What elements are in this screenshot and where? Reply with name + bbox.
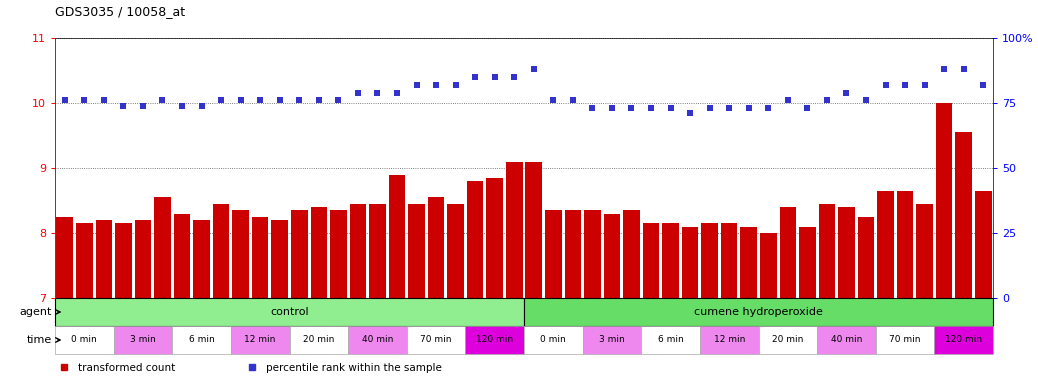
Bar [348, 326, 407, 354]
Bar [662, 223, 679, 384]
Bar [55, 298, 524, 326]
Bar [838, 207, 854, 384]
Text: 6 min: 6 min [189, 336, 215, 344]
Bar [682, 227, 699, 384]
Text: 120 min: 120 min [476, 336, 513, 344]
Bar [408, 204, 425, 384]
Bar [623, 210, 639, 384]
Text: control: control [270, 307, 309, 317]
Text: 12 min: 12 min [245, 336, 276, 344]
Bar [702, 223, 718, 384]
Text: time: time [27, 335, 52, 345]
Bar [310, 207, 327, 384]
Bar [876, 326, 934, 354]
Text: percentile rank within the sample: percentile rank within the sample [266, 363, 442, 373]
Bar [428, 197, 444, 384]
Bar [720, 223, 737, 384]
Text: 70 min: 70 min [890, 336, 921, 344]
Bar [172, 326, 230, 354]
Bar [467, 181, 484, 384]
Text: 40 min: 40 min [362, 336, 393, 344]
Bar [604, 214, 621, 384]
Bar [193, 220, 210, 384]
Bar [641, 326, 700, 354]
Bar [271, 220, 288, 384]
Bar [252, 217, 269, 384]
Text: 0 min: 0 min [541, 336, 566, 344]
Text: 3 min: 3 min [599, 336, 625, 344]
Bar [465, 326, 524, 354]
Bar [760, 233, 776, 384]
Bar [740, 227, 757, 384]
Bar [700, 326, 759, 354]
Bar [934, 326, 993, 354]
Text: 12 min: 12 min [713, 336, 745, 344]
Bar [780, 207, 796, 384]
Bar [350, 204, 366, 384]
Text: 6 min: 6 min [658, 336, 683, 344]
Text: transformed count: transformed count [79, 363, 175, 373]
Bar [76, 223, 92, 384]
Bar [506, 162, 522, 384]
Bar [545, 210, 562, 384]
Text: 40 min: 40 min [830, 336, 863, 344]
Bar [524, 298, 993, 326]
Text: 20 min: 20 min [772, 336, 803, 344]
Text: GDS3035 / 10058_at: GDS3035 / 10058_at [55, 5, 185, 18]
Bar [388, 174, 405, 384]
Bar [817, 326, 876, 354]
Bar [56, 217, 73, 384]
Bar [233, 210, 249, 384]
Bar [213, 204, 229, 384]
Bar [290, 326, 348, 354]
Bar [897, 191, 913, 384]
Bar [487, 178, 503, 384]
Text: 0 min: 0 min [72, 336, 98, 344]
Bar [370, 204, 386, 384]
Bar [955, 132, 972, 384]
Bar [330, 210, 347, 384]
Bar [173, 214, 190, 384]
Bar [155, 197, 171, 384]
Bar [230, 326, 290, 354]
Text: agent: agent [20, 307, 52, 317]
Bar [584, 210, 601, 384]
Bar [525, 162, 542, 384]
Bar [135, 220, 152, 384]
Bar [759, 326, 817, 354]
Bar [115, 223, 132, 384]
Bar [407, 326, 465, 354]
Text: 20 min: 20 min [303, 336, 334, 344]
Text: 70 min: 70 min [420, 336, 452, 344]
Bar [857, 217, 874, 384]
Bar [565, 210, 581, 384]
Bar [877, 191, 894, 384]
Text: 120 min: 120 min [946, 336, 982, 344]
Bar [524, 326, 582, 354]
Bar [975, 191, 991, 384]
Bar [917, 204, 933, 384]
Bar [447, 204, 464, 384]
Text: 3 min: 3 min [130, 336, 156, 344]
Bar [95, 220, 112, 384]
Bar [643, 223, 659, 384]
Bar [113, 326, 172, 354]
Bar [936, 103, 953, 384]
Text: cumene hydroperoxide: cumene hydroperoxide [694, 307, 823, 317]
Bar [799, 227, 816, 384]
Bar [55, 326, 113, 354]
Bar [582, 326, 641, 354]
Bar [819, 204, 836, 384]
Bar [291, 210, 307, 384]
